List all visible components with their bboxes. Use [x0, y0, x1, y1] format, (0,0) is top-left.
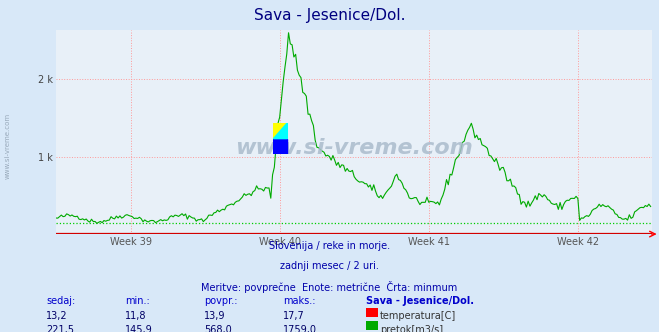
Text: 17,7: 17,7 — [283, 311, 305, 321]
Text: povpr.:: povpr.: — [204, 296, 238, 306]
Text: 568,0: 568,0 — [204, 325, 232, 332]
Text: 13,9: 13,9 — [204, 311, 226, 321]
Text: www.si-vreme.com: www.si-vreme.com — [235, 138, 473, 158]
Text: Meritve: povprečne  Enote: metrične  Črta: minmum: Meritve: povprečne Enote: metrične Črta:… — [202, 281, 457, 292]
Text: temperatura[C]: temperatura[C] — [380, 311, 457, 321]
Text: 221,5: 221,5 — [46, 325, 74, 332]
Text: 11,8: 11,8 — [125, 311, 147, 321]
Polygon shape — [273, 123, 287, 139]
Text: Sava - Jesenice/Dol.: Sava - Jesenice/Dol. — [366, 296, 474, 306]
Text: Sava - Jesenice/Dol.: Sava - Jesenice/Dol. — [254, 8, 405, 23]
Text: 1759,0: 1759,0 — [283, 325, 318, 332]
Text: www.si-vreme.com: www.si-vreme.com — [5, 113, 11, 179]
Polygon shape — [273, 123, 287, 139]
Text: min.:: min.: — [125, 296, 150, 306]
Polygon shape — [273, 139, 287, 154]
Text: maks.:: maks.: — [283, 296, 316, 306]
Text: 13,2: 13,2 — [46, 311, 68, 321]
Text: sedaj:: sedaj: — [46, 296, 75, 306]
Text: zadnji mesec / 2 uri.: zadnji mesec / 2 uri. — [280, 261, 379, 271]
Text: pretok[m3/s]: pretok[m3/s] — [380, 325, 444, 332]
Text: Slovenija / reke in morje.: Slovenija / reke in morje. — [269, 241, 390, 251]
Text: 145,9: 145,9 — [125, 325, 153, 332]
